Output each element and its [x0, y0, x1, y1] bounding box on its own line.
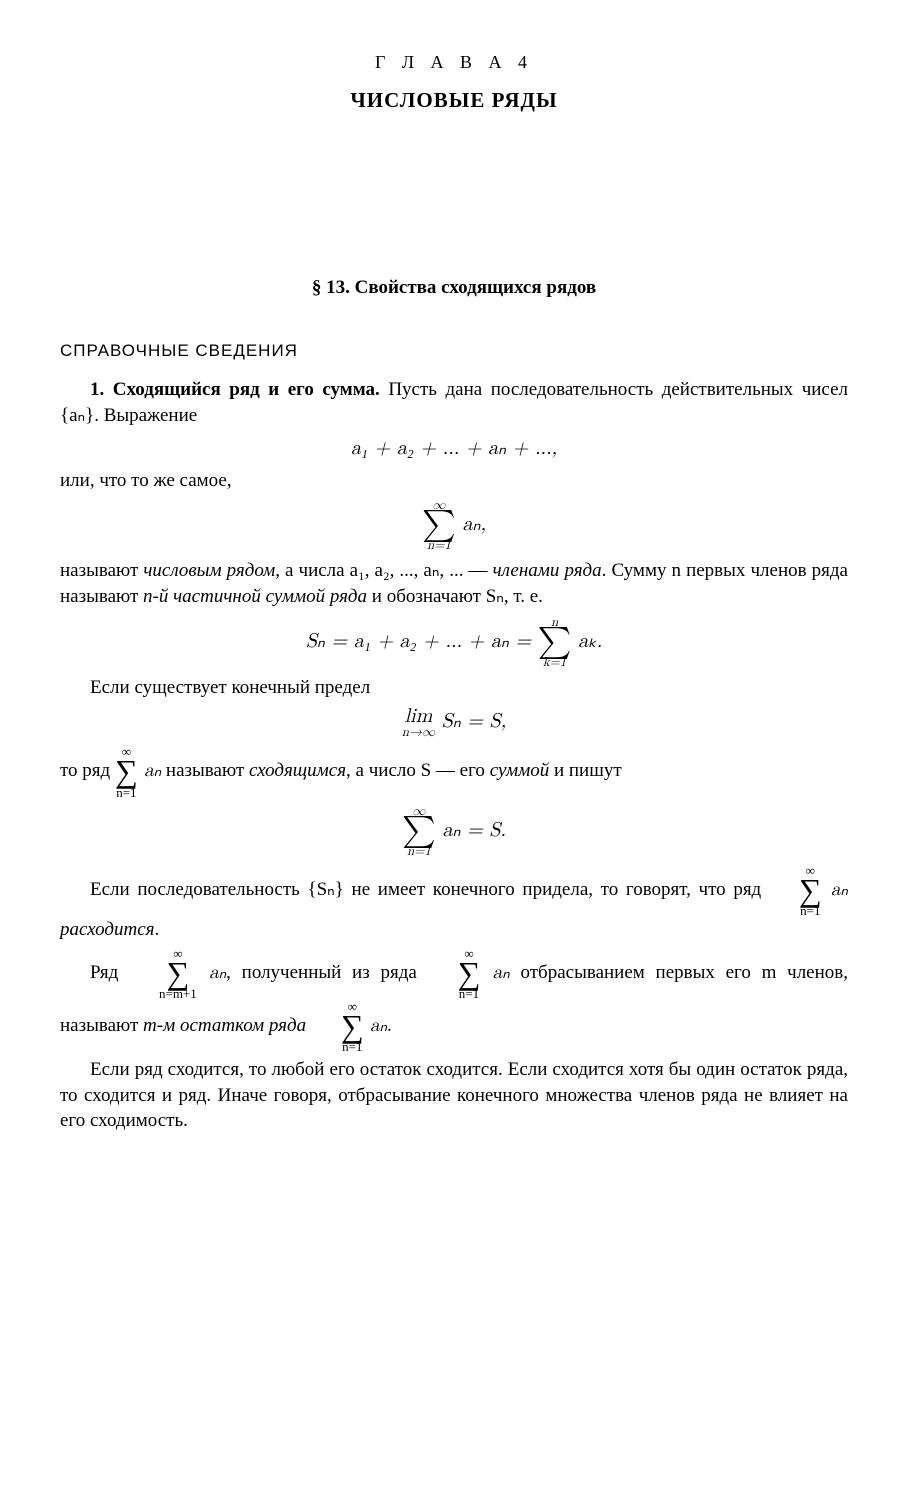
para3-it3: n-й частичной суммой ряда — [143, 586, 367, 607]
para7-end: . — [387, 1015, 392, 1036]
para6-it: расходится — [60, 919, 155, 940]
eq3-left: Sₙ = a₁ + a₂ + ... + aₙ = — [306, 631, 538, 651]
para5-mid2: , а число S — его — [346, 760, 490, 781]
para7-mid: , полученный из ряда — [226, 962, 427, 983]
eq2-body: aₙ, — [456, 514, 486, 534]
equation-3: Sₙ = a₁ + a₂ + ... + aₙ = n ∑ k=1 aₖ. — [60, 616, 848, 669]
para6-end: . — [155, 919, 160, 940]
para6-body: aₙ — [822, 880, 848, 899]
para7-body3: aₙ — [364, 1016, 387, 1035]
subsection-title: СПРАВОЧНЫЕ СВЕДЕНИЯ — [60, 340, 848, 363]
eq3-right: aₖ. — [571, 631, 602, 651]
paragraph-6: Если последовательность {Sₙ} не имеет ко… — [60, 864, 848, 943]
sigma-icon: ∑ — [129, 960, 197, 987]
para3-it1: числовым рядом — [143, 560, 275, 581]
para7-body2: aₙ — [480, 963, 509, 982]
para1-bold: 1. Сходящийся ряд и его сумма. — [90, 379, 380, 400]
sum-symbol: n ∑ k=1 — [538, 616, 572, 669]
para3-it2: членами ряда — [493, 560, 602, 581]
para7-pre: Ряд — [90, 962, 129, 983]
eq4-body: Sₙ = S, — [435, 711, 506, 731]
paragraph-2: или, что то же самое, — [60, 468, 848, 494]
paragraph-1: 1. Сходящийся ряд и его сумма. Пусть дан… — [60, 377, 848, 428]
eq5-body: aₙ = S. — [436, 820, 506, 840]
chapter-label: Г Л А В А 4 — [60, 50, 848, 74]
para7-it: m-м остатком ряда — [143, 1015, 306, 1036]
sum-symbol: ∞ ∑ n=1 — [115, 745, 138, 798]
sum-symbol: ∞ ∑ n=m+1 — [129, 947, 197, 1000]
equation-2: ∞ ∑ n=1 aₙ, — [60, 499, 848, 552]
chapter-title: ЧИСЛОВЫЕ РЯДЫ — [60, 86, 848, 114]
paragraph-7: Ряд ∞ ∑ n=m+1 aₙ, полученный из ряда ∞ ∑… — [60, 947, 848, 1053]
equation-1: a₁ + a₂ + ... + aₙ + ..., — [60, 435, 848, 462]
para3-mid1: , а числа a₁, a₂, ..., aₙ, ... — — [275, 560, 492, 581]
sigma-icon: ∑ — [422, 512, 456, 539]
sigma-icon: ∑ — [538, 629, 572, 656]
sigma-icon: ∑ — [311, 1013, 364, 1040]
sum-bottom: n=1 — [402, 845, 436, 858]
limit-block: lim n→∞ — [402, 706, 435, 739]
sum-bottom: n=1 — [428, 987, 481, 1000]
para6-pre: Если последовательность {Sₙ} не имеет ко… — [90, 879, 769, 900]
sigma-icon: ∑ — [769, 877, 822, 904]
sum-bottom: n=1 — [311, 1040, 364, 1053]
sum-symbol: ∞ ∑ n=1 — [402, 805, 436, 858]
para3-end: и обозначают Sₙ, т. е. — [367, 586, 543, 607]
para5-body: aₙ — [138, 761, 161, 780]
equation-5: ∞ ∑ n=1 aₙ = S. — [60, 805, 848, 858]
para5-mid1: называют — [161, 760, 249, 781]
sum-bottom: n=1 — [115, 786, 138, 799]
sum-bottom: n=1 — [422, 539, 456, 552]
sigma-icon: ∑ — [115, 758, 138, 785]
paragraph-3: называют числовым рядом, а числа a₁, a₂,… — [60, 558, 848, 609]
lim-sub: n→∞ — [402, 726, 435, 739]
sum-symbol: ∞ ∑ n=1 — [428, 947, 481, 1000]
para5-it1: сходящимся — [249, 760, 346, 781]
sum-bottom: n=m+1 — [129, 987, 197, 1000]
lim-text: lim — [402, 706, 435, 726]
sigma-icon: ∑ — [402, 818, 436, 845]
para5-pre: то ряд — [60, 760, 115, 781]
para3-pre: называют — [60, 560, 143, 581]
sum-symbol: ∞ ∑ n=1 — [311, 1000, 364, 1053]
sigma-icon: ∑ — [428, 960, 481, 987]
para7-body1: aₙ — [197, 963, 226, 982]
paragraph-5: то ряд ∞ ∑ n=1 aₙ называют сходящимся, а… — [60, 745, 848, 798]
sum-symbol: ∞ ∑ n=1 — [422, 499, 456, 552]
section-title: § 13. Свойства сходящихся рядов — [60, 275, 848, 301]
sum-symbol: ∞ ∑ n=1 — [769, 864, 822, 917]
paragraph-8: Если ряд сходится, то любой его остаток … — [60, 1057, 848, 1134]
sum-bottom: n=1 — [769, 904, 822, 917]
paragraph-4: Если существует конечный предел — [60, 675, 848, 701]
para5-end: и пишут — [549, 760, 621, 781]
para5-it2: суммой — [490, 760, 550, 781]
equation-4: lim n→∞ Sₙ = S, — [60, 706, 848, 739]
